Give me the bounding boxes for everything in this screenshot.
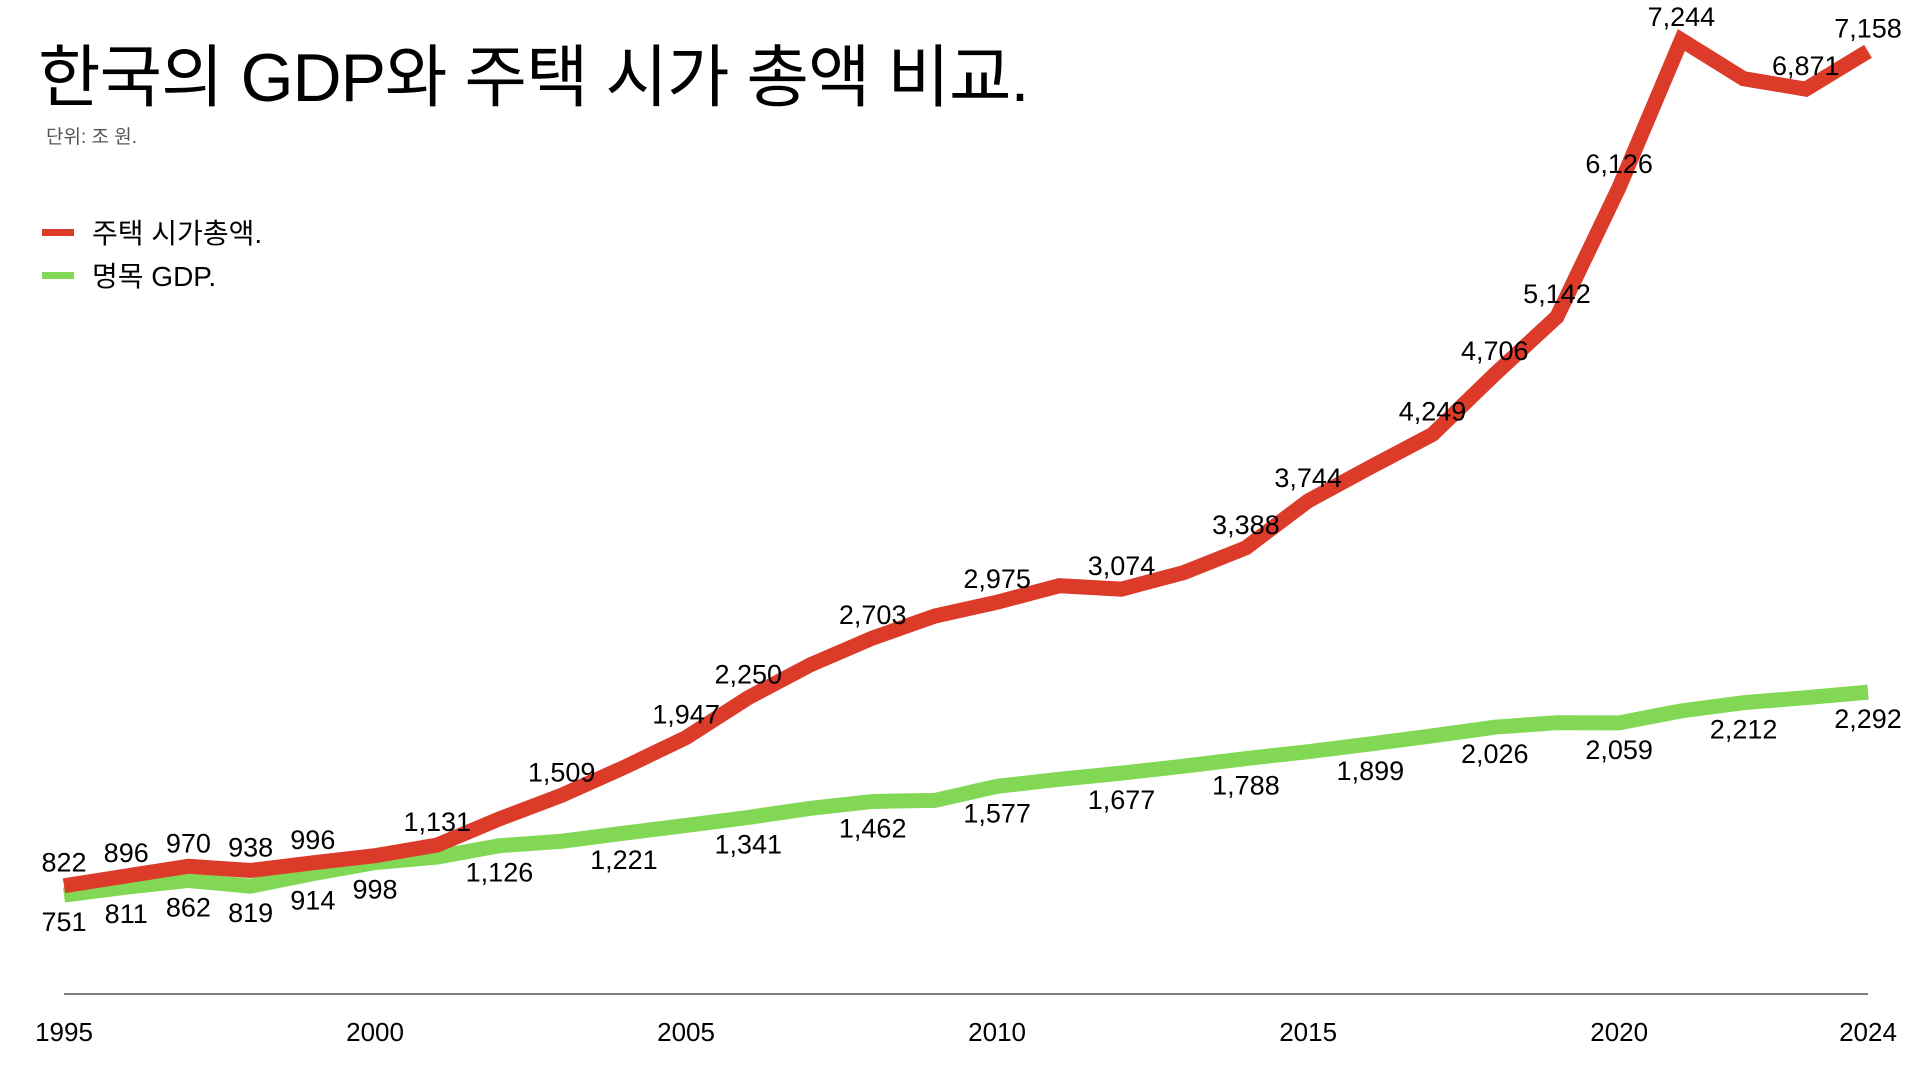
x-tick-label: 2024 [1839,1017,1897,1047]
housing-data-label: 1,131 [403,807,471,837]
legend-swatch-housing [42,228,74,236]
housing-data-label: 2,975 [963,564,1031,594]
x-tick-label: 2015 [1279,1017,1337,1047]
housing-data-label: 4,706 [1461,336,1529,366]
housing-value-line [62,28,1872,894]
gdp-data-label: 914 [290,886,335,916]
housing-data-label: 1,509 [528,757,596,787]
x-tick-label: 2020 [1590,1017,1648,1047]
gdp-data-label: 862 [166,892,211,922]
chart-subtitle: 단위: 조 원. [46,127,138,148]
legend-label-gdp: 명목 GDP. [92,261,217,292]
housing-data-label: 1,947 [652,700,720,730]
gdp-data-label: 1,577 [963,798,1031,828]
housing-data-label: 7,158 [1834,13,1902,43]
housing-data-label: 5,142 [1523,279,1591,309]
gdp-data-label: 1,462 [839,813,907,843]
housing-data-label: 3,388 [1212,510,1280,540]
gdp-data-label: 819 [228,898,273,928]
legend-label-housing: 주택 시가총액. [92,218,263,249]
gdp-data-label: 1,899 [1337,756,1405,786]
x-tick-label: 2000 [346,1017,404,1047]
housing-data-label: 970 [166,828,211,858]
chart-title: 한국의 GDP와 주택 시가 총액 비교. [38,40,1029,116]
x-tick-label: 2005 [657,1017,715,1047]
housing-data-label: 896 [104,838,149,868]
housing-data-label: 4,249 [1399,396,1467,426]
housing-data-label: 938 [228,832,273,862]
housing-data-label: 822 [41,848,86,878]
housing-data-label: 3,744 [1274,463,1342,493]
gdp-data-label: 1,788 [1212,771,1280,801]
x-tick-label: 2010 [968,1017,1026,1047]
gdp-data-label: 751 [41,907,86,937]
gdp-data-label: 1,677 [1088,785,1156,815]
housing-data-label: 2,703 [839,600,907,630]
gdp-data-label: 2,059 [1585,735,1653,765]
gdp-data-label: 2,292 [1834,704,1902,734]
gdp-data-label: 1,341 [714,829,782,859]
legend-item-gdp: 명목 GDP. [42,255,216,295]
gdp-data-label: 1,126 [466,858,534,888]
housing-data-label: 3,074 [1088,551,1156,581]
gdp-data-label: 998 [353,875,398,905]
gdp-data-label: 811 [105,899,148,929]
gdp-data-label: 1,221 [590,845,658,875]
gdp-data-label: 2,026 [1461,739,1529,769]
legend-swatch-gdp [42,271,74,279]
x-tick-label: 1995 [35,1017,93,1047]
gdp-data-label: 2,212 [1710,715,1778,745]
housing-data-label: 7,244 [1648,2,1716,32]
housing-data-label: 2,250 [714,660,782,690]
housing-data-label: 6,126 [1585,149,1653,179]
legend-item-housing: 주택 시가총액. [42,212,262,252]
housing-data-label: 996 [290,825,335,855]
housing-data-label: 6,871 [1772,51,1840,81]
